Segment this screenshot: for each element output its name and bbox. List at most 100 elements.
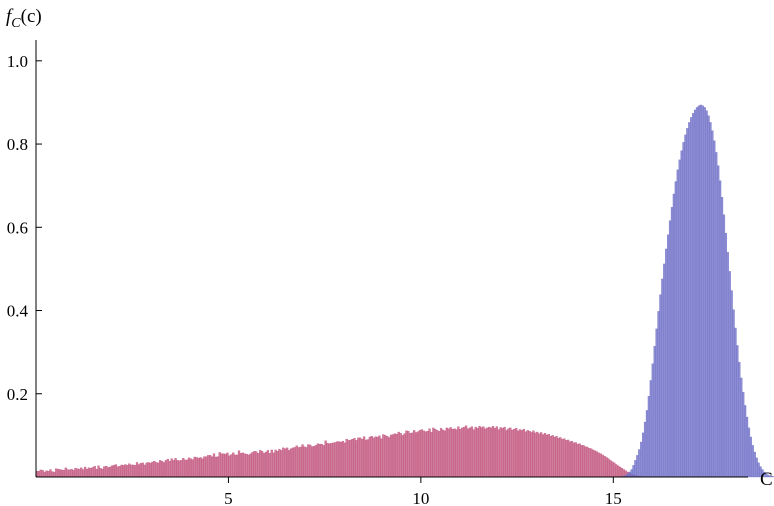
histogram-bar <box>234 454 237 478</box>
histogram-bar <box>718 180 722 478</box>
histogram-bar <box>482 426 485 478</box>
histogram-bar <box>387 437 391 478</box>
histogram-bar <box>147 462 150 478</box>
histogram-bar <box>549 436 552 478</box>
histogram-bar <box>180 460 183 478</box>
y-tick-label: 0.6 <box>7 218 28 237</box>
histogram-bar <box>743 405 747 478</box>
histogram-bar <box>120 464 123 478</box>
histogram-bar <box>432 427 435 478</box>
histogram-bar <box>366 439 370 478</box>
histogram-bar <box>478 426 481 478</box>
histogram-bar <box>97 465 100 478</box>
histogram-bar <box>312 446 316 478</box>
histogram-bar <box>526 430 529 478</box>
histogram-bar <box>45 470 48 478</box>
histogram-bar <box>628 471 631 478</box>
histogram-bar <box>301 444 304 478</box>
histogram-bar <box>566 439 570 478</box>
histogram-bar <box>489 427 493 478</box>
histogram-bar <box>430 431 433 478</box>
histogram-bar <box>670 207 674 478</box>
histogram-bar <box>368 436 372 478</box>
histogram-bar <box>151 461 154 478</box>
histogram-bar <box>135 462 139 478</box>
histogram-bar <box>76 468 79 478</box>
x-tick-label: 5 <box>224 489 233 506</box>
histogram-bar <box>378 435 381 478</box>
histogram-bar <box>239 453 243 478</box>
histogram-bar <box>572 442 575 478</box>
histogram-bar <box>695 107 699 478</box>
histogram-bar <box>545 434 549 478</box>
y-tick-label: 0.2 <box>7 385 28 404</box>
histogram-bar <box>651 363 654 478</box>
histogram-bar <box>684 134 687 478</box>
histogram-bar <box>468 427 472 478</box>
histogram-bar <box>749 436 753 478</box>
histogram-bar <box>164 460 168 478</box>
histogram-bar <box>183 459 187 478</box>
histogram-bar <box>524 431 527 478</box>
histogram-bar <box>260 451 264 478</box>
histogram-bar <box>293 447 296 478</box>
x-ticks: 5 10 15 <box>224 477 622 506</box>
histogram-bar <box>420 429 423 478</box>
histogram-bar <box>541 434 545 478</box>
histogram-bar <box>647 396 651 478</box>
histogram-bar <box>520 430 524 478</box>
y-tick-label: 0.4 <box>7 302 29 321</box>
histogram-bar <box>588 448 591 478</box>
histogram-bar <box>295 445 298 478</box>
histogram-bar <box>232 452 235 478</box>
histogram-bar <box>595 451 599 478</box>
histogram-bar <box>262 453 266 478</box>
histogram-bar <box>401 435 404 478</box>
histogram-bar <box>235 454 239 478</box>
histogram-bar <box>278 448 281 478</box>
histogram-bar <box>491 426 495 478</box>
histogram-bar <box>499 427 502 478</box>
histogram-bar <box>476 428 479 478</box>
histogram-bar <box>480 427 483 478</box>
histogram-bar <box>674 181 677 478</box>
histogram-bar <box>603 456 606 478</box>
histogram-bar <box>255 451 258 478</box>
histogram-bar <box>488 426 491 478</box>
histogram-bar <box>168 461 171 478</box>
histogram-bar <box>412 430 416 478</box>
histogram-bar <box>78 468 81 478</box>
histogram-bar <box>653 346 656 478</box>
histogram-bar <box>726 252 729 478</box>
histogram-bar <box>62 470 66 478</box>
histogram-bar <box>518 429 522 478</box>
histogram-bar <box>620 468 624 478</box>
histogram-bar <box>590 448 593 478</box>
histogram-bar <box>443 430 447 478</box>
histogram-bar <box>143 464 146 478</box>
histogram-bar <box>372 437 375 478</box>
histogram-bar <box>284 448 287 478</box>
histogram-bar <box>357 437 360 478</box>
histogram-bar <box>538 433 541 478</box>
histogram-bar <box>747 427 751 478</box>
histogram-bar <box>95 468 98 478</box>
histogram-bar <box>220 453 223 478</box>
histogram-bar <box>630 469 633 478</box>
histogram-bar <box>640 441 643 478</box>
histogram-bar <box>114 464 117 478</box>
histogram-bar <box>155 462 158 478</box>
histogram-bar <box>701 105 704 478</box>
histogram-bar <box>678 159 681 478</box>
histogram-bar <box>137 464 141 478</box>
y-axis-title: fC(c) <box>6 6 42 31</box>
histogram-bar <box>503 426 506 478</box>
histogram-bar <box>287 450 291 478</box>
histogram-bar <box>742 391 745 478</box>
histogram-bar <box>717 165 720 478</box>
x-tick-label: 10 <box>412 489 429 506</box>
histogram-bar <box>713 140 716 478</box>
histogram-bar <box>495 426 499 478</box>
histogram-bar <box>337 441 341 478</box>
histogram-bar <box>436 430 439 478</box>
